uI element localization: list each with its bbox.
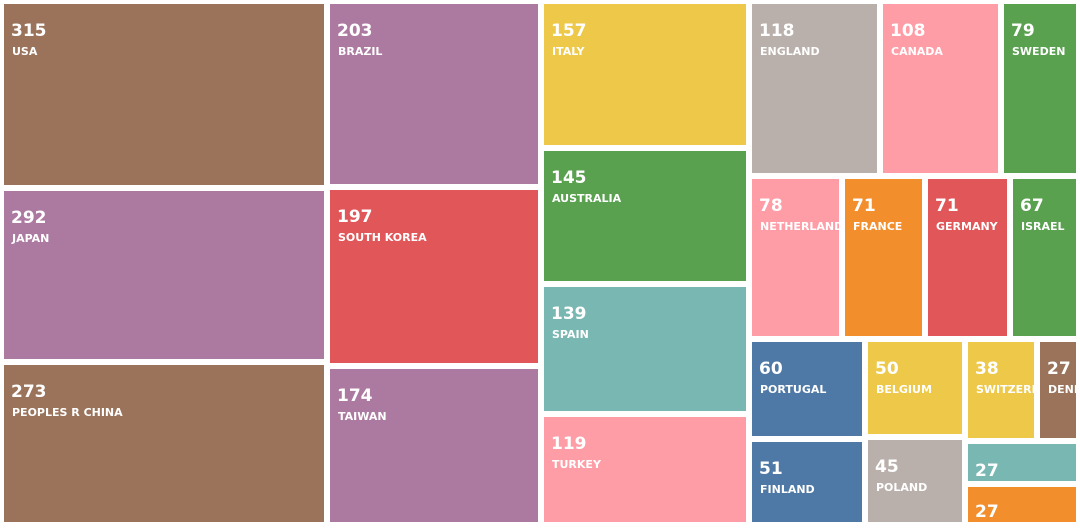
tile-value: 51 (759, 459, 783, 479)
tile-value: 174 (337, 386, 373, 406)
tile-label: JAPAN (12, 232, 50, 245)
treemap-tile-spain: 139 SPAIN (541, 284, 749, 414)
treemap-tile-taiwan: 174 TAIWAN (327, 366, 541, 525)
tile-label: PORTUGAL (760, 383, 827, 396)
treemap-tile-denmark: 27 DENMARK (1037, 339, 1079, 441)
tile-value: 145 (551, 168, 587, 188)
treemap-tile-brazil: 203 BRAZIL (327, 1, 541, 187)
tile-value: 157 (551, 21, 587, 41)
treemap-tile-belgium: 50 BELGIUM (865, 339, 965, 437)
treemap-tile-south-korea: 197 SOUTH KOREA (327, 187, 541, 366)
tile-value: 79 (1011, 21, 1035, 41)
tile-value: 71 (935, 196, 959, 216)
tile-value: 108 (890, 21, 926, 41)
treemap-tile-unlabeled-23: 27 (965, 441, 1079, 484)
tile-value: 273 (11, 382, 47, 402)
tile-label: CANADA (891, 45, 943, 58)
tile-label: SPAIN (552, 328, 589, 341)
tile-value: 60 (759, 359, 783, 379)
tile-label: TURKEY (552, 458, 601, 471)
tile-value: 38 (975, 359, 999, 379)
tile-value: 292 (11, 208, 47, 228)
tile-label: SWITZERLAND (976, 383, 1037, 396)
treemap-tile-netherlands: 78 NETHERLANDS (749, 176, 842, 339)
tile-value: 315 (11, 21, 47, 41)
tile-label: DENMARK (1048, 383, 1076, 396)
tile-label: POLAND (876, 481, 928, 494)
tile-label: NETHERLANDS (760, 220, 839, 233)
tile-label: FRANCE (853, 220, 903, 233)
tile-label: SOUTH KOREA (338, 231, 427, 244)
treemap-tile-australia: 145 AUSTRALIA (541, 148, 749, 284)
treemap-tile-finland: 51 FINLAND (749, 439, 865, 525)
tile-label: USA (12, 45, 38, 58)
tile-label: BRAZIL (338, 45, 383, 58)
tile-value: 67 (1020, 196, 1044, 216)
tile-value: 50 (875, 359, 899, 379)
tile-value: 139 (551, 304, 587, 324)
treemap-tile-france: 71 FRANCE (842, 176, 925, 339)
tile-value: 27 (1047, 359, 1071, 379)
treemap-tile-turkey: 119 TURKEY (541, 414, 749, 525)
treemap-tile-usa: 315 USA (1, 1, 327, 188)
treemap-tile-canada: 108 CANADA (880, 1, 1001, 176)
treemap-tile-switzerland: 38 SWITZERLAND (965, 339, 1037, 441)
tile-value: 27 (975, 461, 999, 481)
tile-label: ENGLAND (760, 45, 820, 58)
tile-value: 119 (551, 434, 587, 454)
tile-value: 118 (759, 21, 795, 41)
treemap-tile-portugal: 60 PORTUGAL (749, 339, 865, 439)
treemap-tile-sweden: 79 SWEDEN (1001, 1, 1079, 176)
tile-label: ISRAEL (1021, 220, 1065, 233)
tile-value: 78 (759, 196, 783, 216)
treemap-tile-england: 118 ENGLAND (749, 1, 880, 176)
tile-label: AUSTRALIA (552, 192, 622, 205)
tile-label: TAIWAN (338, 410, 387, 423)
tile-label: BELGIUM (876, 383, 932, 396)
tile-value: 45 (875, 457, 899, 477)
tile-value: 203 (337, 21, 373, 41)
treemap-tile-poland: 45 POLAND (865, 437, 965, 525)
treemap-tile-israel: 67 ISRAEL (1010, 176, 1079, 339)
treemap-tile-peoples-r-china: 273 PEOPLES R CHINA (1, 362, 327, 525)
tile-label: FINLAND (760, 483, 815, 496)
tile-label: PEOPLES R CHINA (12, 406, 123, 419)
treemap-tile-italy: 157 ITALY (541, 1, 749, 148)
treemap-tile-germany: 71 GERMANY (925, 176, 1010, 339)
tile-value: 71 (852, 196, 876, 216)
tile-value: 27 (975, 502, 999, 522)
tile-label: SWEDEN (1012, 45, 1066, 58)
tile-value: 197 (337, 207, 373, 227)
tile-label: ITALY (552, 45, 585, 58)
tile-label: GERMANY (936, 220, 998, 233)
treemap-tile-japan: 292 JAPAN (1, 188, 327, 362)
treemap-tile-unlabeled-24: 27 (965, 484, 1079, 525)
